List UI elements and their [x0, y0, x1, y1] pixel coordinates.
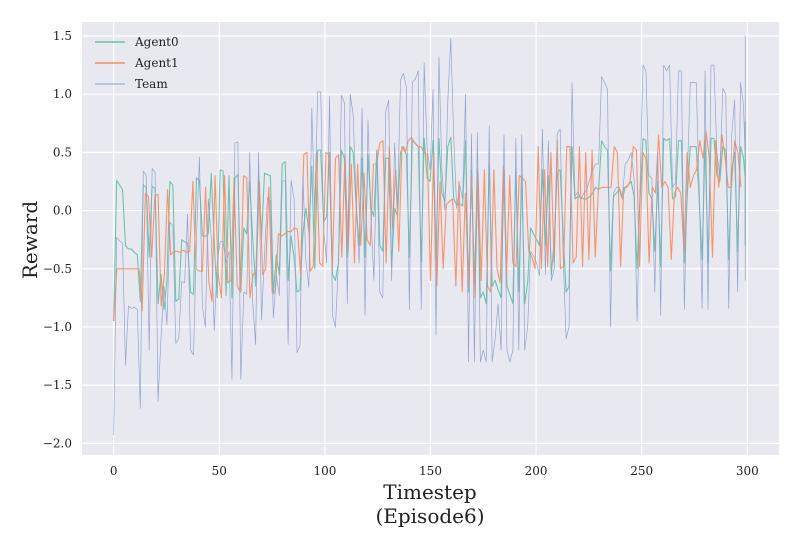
y-tick-label: −2.0	[43, 436, 72, 450]
legend-label-agent0: Agent0	[134, 35, 179, 49]
series-line-agent1	[113, 130, 742, 322]
y-axis-label: Reward	[18, 201, 42, 279]
y-axis-ticks: −2.0 −1.5 −1.0 −0.5 0.0 0.5 1.0 1.5	[43, 29, 72, 450]
x-tick-label: 300	[736, 464, 759, 478]
y-tick-label: −1.5	[43, 378, 72, 392]
y-tick-label: −1.0	[43, 320, 72, 334]
x-axis-ticks: 0 50 100 150 200 250 300	[110, 464, 759, 478]
y-tick-label: 0.5	[53, 145, 72, 159]
x-tick-label: 150	[419, 464, 442, 478]
series-lines	[113, 35, 746, 436]
y-tick-label: 0.0	[53, 204, 72, 218]
y-tick-label: −0.5	[43, 262, 72, 276]
legend-label-team: Team	[135, 77, 168, 91]
x-axis-label: Timestep	[383, 480, 476, 504]
legend: Agent0 Agent1 Team	[95, 35, 179, 91]
x-tick-label: 100	[313, 464, 336, 478]
x-tick-label: 0	[110, 464, 118, 478]
x-tick-label: 200	[525, 464, 548, 478]
legend-label-agent1: Agent1	[134, 56, 179, 70]
x-axis-sublabel: (Episode6)	[375, 504, 484, 528]
x-tick-label: 50	[212, 464, 227, 478]
series-line-team	[113, 35, 746, 436]
x-tick-label: 250	[630, 464, 653, 478]
y-tick-label: 1.5	[53, 29, 72, 43]
y-tick-label: 1.0	[53, 87, 72, 101]
